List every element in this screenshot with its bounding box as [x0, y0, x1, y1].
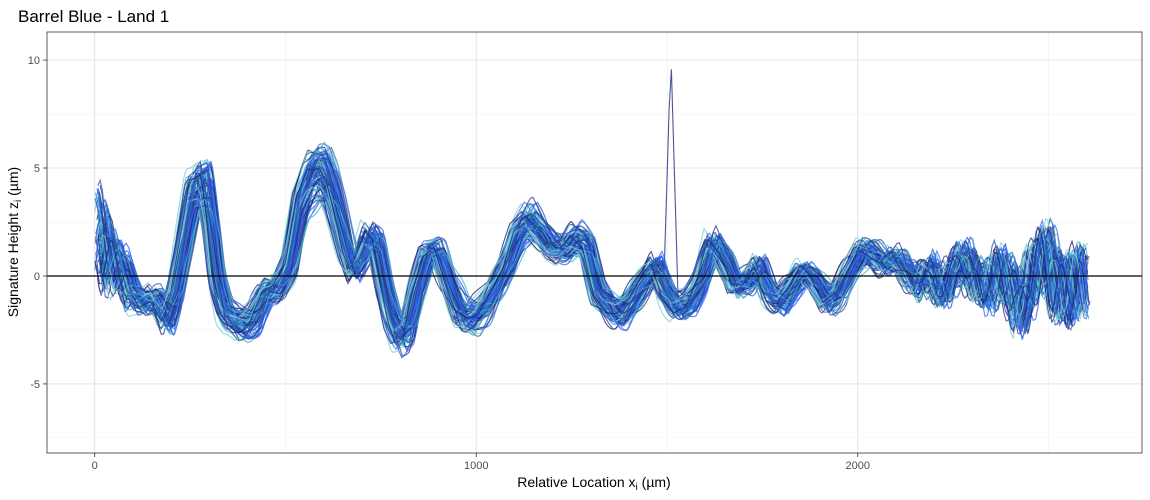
y-tick-label: -5 — [30, 379, 40, 391]
series-line — [101, 168, 1080, 343]
x-tick-label: 2000 — [846, 460, 870, 472]
x-axis-title-main: Relative Location x — [517, 474, 635, 490]
y-tick-label: 0 — [34, 271, 40, 283]
x-tick-label: 0 — [92, 460, 98, 472]
series-line — [102, 166, 1086, 344]
axis-ticks: 0 1000 2000 -5 0 5 10 — [28, 55, 870, 472]
x-axis-title-unit: (µm) — [638, 474, 671, 490]
series-line — [102, 167, 1077, 339]
y-tick-label: 5 — [34, 163, 40, 175]
x-axis-title-subscript: i — [636, 482, 638, 493]
chart-title: Barrel Blue - Land 1 — [18, 7, 169, 26]
series-line — [103, 150, 1085, 339]
y-axis-title-subscript: i — [13, 200, 24, 202]
series-lines — [94, 69, 1091, 359]
y-axis-title-unit: (µm) — [5, 167, 21, 200]
x-axis-title: Relative Location xi (µm) — [517, 474, 670, 493]
y-axis-title-main: Signature Height z — [5, 202, 21, 317]
series-line — [99, 184, 1088, 333]
x-tick-label: 1000 — [464, 460, 488, 472]
y-axis-title: Signature Height zi (µm) — [5, 167, 24, 317]
y-tick-label: 10 — [28, 55, 40, 67]
series-line — [100, 147, 1080, 340]
plot-border — [46, 31, 1143, 454]
